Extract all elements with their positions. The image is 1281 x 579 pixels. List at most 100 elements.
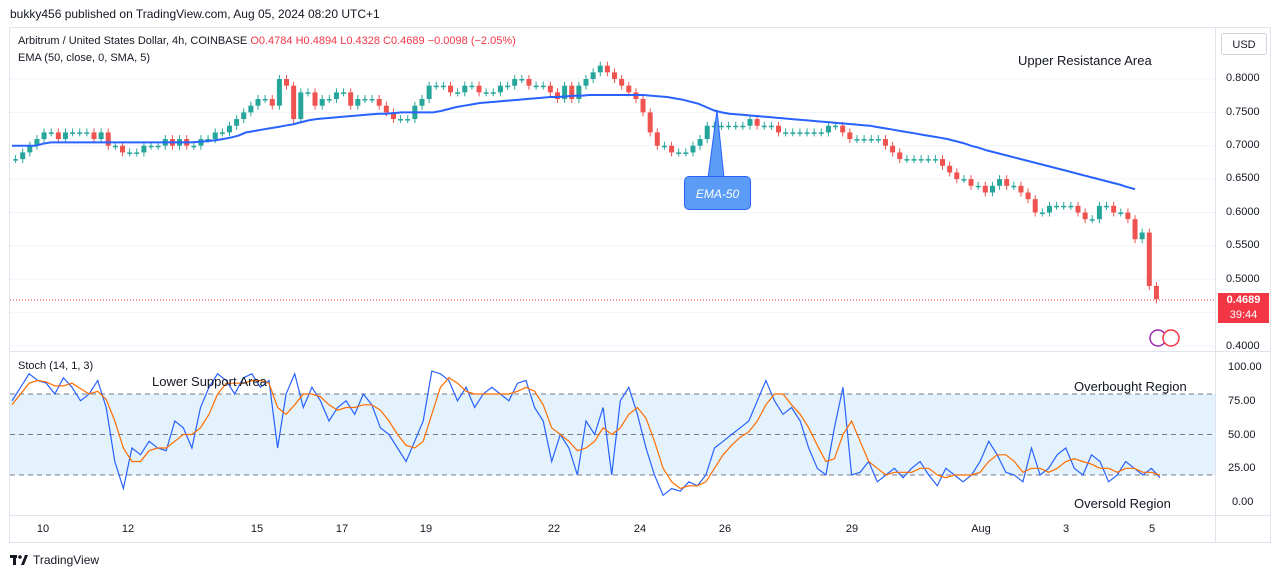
- candle-body: [854, 139, 860, 141]
- candle-body: [676, 152, 682, 154]
- price-tick: 0.4000: [1226, 340, 1260, 352]
- candle-body: [882, 139, 888, 146]
- candle-body: [897, 152, 903, 160]
- candle-body: [954, 172, 960, 180]
- price-tick: 0.6000: [1226, 206, 1260, 218]
- candle-body: [70, 132, 76, 134]
- time-tick: 19: [419, 523, 433, 535]
- candle-body: [547, 85, 553, 93]
- main-legend[interactable]: Arbitrum / United States Dollar, 4h, COI…: [18, 35, 516, 47]
- tradingview-logo[interactable]: TradingView: [10, 553, 99, 567]
- candle-body: [362, 99, 368, 101]
- candle-body: [1082, 212, 1088, 220]
- candle-body: [833, 125, 839, 128]
- candle-body: [219, 132, 225, 134]
- candle-body: [405, 119, 411, 121]
- candle-body: [761, 125, 767, 128]
- tradingview-brand: TradingView: [33, 553, 100, 567]
- candle-body: [604, 65, 610, 73]
- candle-body: [797, 132, 803, 134]
- candle-body: [590, 72, 596, 79]
- candle-body: [1011, 185, 1017, 188]
- currency-button[interactable]: USD: [1221, 33, 1267, 55]
- candle-body: [284, 79, 290, 86]
- time-tick: 12: [121, 523, 135, 535]
- candle-body: [790, 132, 796, 134]
- candle-body: [255, 99, 261, 106]
- candle-body: [647, 112, 653, 133]
- candle-body: [733, 125, 739, 128]
- candle-body: [512, 79, 518, 86]
- lower-support-label: Lower Support Area: [152, 374, 267, 389]
- candle-body: [997, 179, 1003, 186]
- candle-body: [505, 85, 511, 88]
- pane-separator[interactable]: [9, 351, 1271, 352]
- candle-body: [234, 119, 240, 126]
- price-axis-frame[interactable]: [1216, 27, 1271, 543]
- candle-body: [426, 85, 432, 100]
- candle-body: [433, 85, 439, 88]
- candle-body: [1096, 205, 1102, 220]
- candle-body: [583, 79, 589, 86]
- candle-body: [1111, 205, 1117, 213]
- candle-body: [875, 139, 881, 141]
- candle-body: [989, 185, 995, 193]
- ema-callout: EMA-50: [684, 176, 751, 210]
- candle-body: [597, 65, 603, 73]
- price-tick: 0.7500: [1226, 106, 1260, 118]
- time-tick: 10: [36, 523, 50, 535]
- candle-body: [1004, 179, 1010, 186]
- candle-body: [48, 132, 54, 134]
- oversold-label: Oversold Region: [1074, 496, 1171, 511]
- ohlc-values: O0.4784 H0.4894 L0.4328 C0.4689 −0.0098 …: [250, 35, 516, 47]
- candle-body: [1046, 205, 1052, 213]
- candle-body: [355, 99, 361, 106]
- candle-body: [1089, 219, 1095, 221]
- candle-body: [191, 145, 197, 148]
- candle-body: [34, 139, 40, 146]
- candle-body: [768, 125, 774, 128]
- time-tick: 29: [845, 523, 859, 535]
- candle-body: [226, 125, 232, 133]
- price-tick: 0.8000: [1226, 72, 1260, 84]
- candle-body: [1075, 205, 1081, 213]
- candle-body: [690, 145, 696, 153]
- candle-body: [84, 132, 90, 134]
- candle-body: [419, 99, 425, 106]
- candle-body: [918, 159, 924, 161]
- candle-body: [740, 125, 746, 128]
- candle-body: [811, 132, 817, 134]
- candle-body: [904, 159, 910, 161]
- candle-body: [1018, 185, 1024, 193]
- candle-body: [654, 132, 660, 146]
- candle-body: [1146, 232, 1152, 286]
- stoch-d-line: [11, 377, 1161, 490]
- candle-body: [683, 152, 689, 154]
- symbol-label[interactable]: Arbitrum / United States Dollar, 4h, COI…: [18, 35, 248, 47]
- economic-event-icon[interactable]: [1162, 329, 1180, 347]
- time-tick: 3: [1062, 523, 1070, 535]
- tradingview-logo-icon: [10, 555, 28, 565]
- candle-body: [1068, 205, 1074, 208]
- bar-countdown: 39:44: [1218, 308, 1269, 323]
- candle-body: [312, 92, 318, 106]
- candle-body: [669, 145, 675, 153]
- candle-body: [747, 119, 753, 126]
- stoch-legend[interactable]: Stoch (14, 1, 3): [18, 360, 94, 372]
- candle-body: [526, 79, 532, 86]
- candle-body: [1132, 219, 1138, 240]
- ema-legend[interactable]: EMA (50, close, 0, SMA, 5): [18, 52, 151, 64]
- candle-body: [754, 119, 760, 126]
- candle-body: [41, 132, 47, 140]
- candle-body: [291, 85, 297, 120]
- price-tick: 0.5500: [1226, 239, 1260, 251]
- candle-body: [462, 85, 468, 93]
- candle-body: [305, 92, 311, 94]
- chart-frame: [9, 27, 1216, 543]
- candle-body: [1039, 212, 1045, 214]
- stoch-tick: 0.00: [1232, 496, 1254, 508]
- upper-resistance-label: Upper Resistance Area: [1018, 53, 1152, 68]
- published-by-header: bukky456 published on TradingView.com, A…: [10, 7, 380, 21]
- stoch-tick: 25.00: [1228, 462, 1256, 474]
